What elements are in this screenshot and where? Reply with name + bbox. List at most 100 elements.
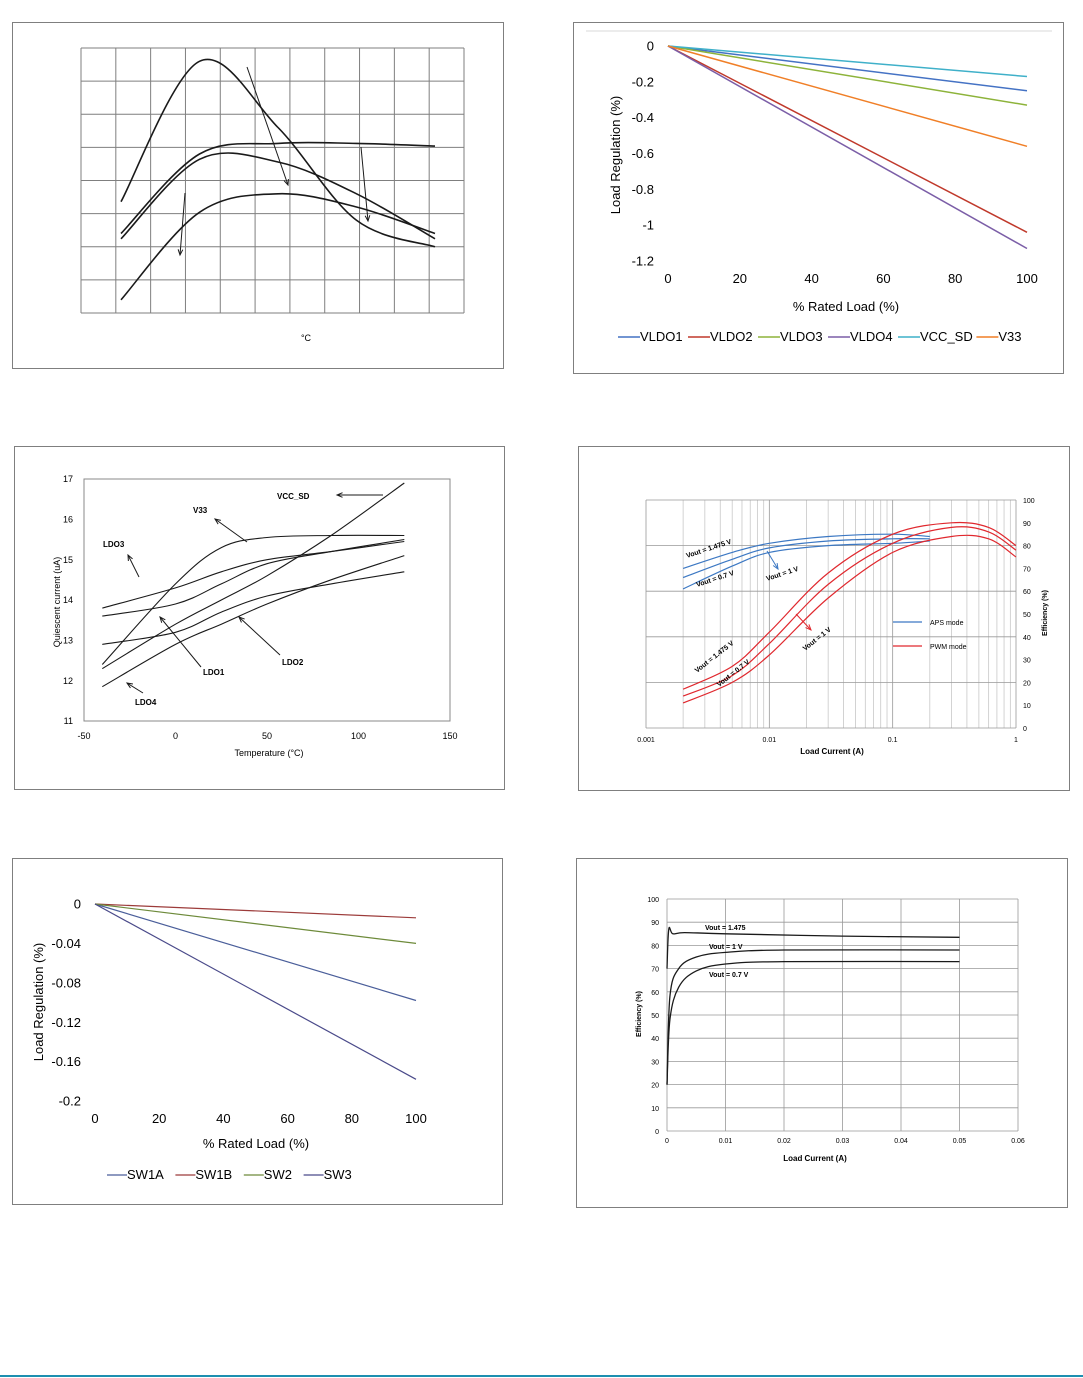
x-axis-label: % Rated Load (%) [203,1136,309,1151]
x-axis-label: % Rated Load (%) [793,299,899,314]
y-tick-label: 14 [63,595,73,605]
annotation-label: Vout = 1 V [765,566,799,583]
chart-panel-2: 0 -0.2 -0.4 -0.6 -0.8 -1 -1.2 0 20 40 60 80 100 % Ra… [573,22,1064,374]
series-group [682,521,1017,704]
series-line [682,521,1017,690]
series-line [667,45,1028,148]
x-tick-label: 0 [173,731,178,741]
chart-3-svg: 11 12 13 14 15 16 17 -50 0 50 100 150 VCC_SD V33 LDO3… [52,474,458,758]
annotation-label: Vout = 1.475 V [685,539,732,560]
series-line [101,534,405,665]
series-line [94,903,417,1002]
chart-panel-1: °C [12,22,504,369]
x-axis-label: Load Current (A) [800,747,864,756]
y-tick-label: 30 [651,1059,659,1066]
x-tick-label: 0.04 [894,1138,908,1145]
x-tick-label: 150 [442,731,457,741]
arrow-head [238,616,245,623]
x-tick-label: 100 [405,1111,427,1126]
legend: VLDO1 VLDO2 VLDO3 VLDO4 VCC_SD V33 [618,329,1022,344]
y-tick-label: 15 [63,555,73,565]
annotation-label: V33 [193,506,208,515]
y-tick-label: 0 [647,39,654,54]
y-axis-label: Efficiency (%) [1042,590,1049,636]
y-tick-label: 0 [1023,726,1027,733]
y-tick-label: -0.2 [632,74,654,89]
x-tick-label: 0.02 [777,1138,791,1145]
series-line [667,45,1028,78]
series-line [682,533,930,569]
x-tick-label: 80 [948,271,962,286]
y-axis-label: Load Regulation (%) [31,943,46,1062]
axes: 0 0.01 0.02 0.03 0.04 0.05 0.06 0 10 20 30 40 50 60 70… [647,897,1025,1145]
series-line [666,960,960,1085]
annotation-arrows [177,66,371,257]
arrow-line [214,518,248,543]
arrow-line [795,613,812,631]
arrow-head [772,562,779,571]
legend: SW1A SW1B SW2 SW3 [107,1167,352,1182]
arrow-head [283,178,289,187]
x-tick-label: 0 [91,1111,98,1126]
legend-label: VLDO4 [850,329,893,344]
legend-label: SW1B [195,1167,232,1182]
plot-border [83,478,451,722]
series-group [120,58,436,301]
x-tick-label: 80 [345,1111,359,1126]
series-line [102,571,405,645]
series-group [667,45,1028,250]
axes: 11 12 13 14 15 16 17 -50 0 50 100 150 [63,474,458,741]
series-line [120,152,436,240]
y-tick-label: 10 [651,1106,659,1113]
x-tick-label: 1 [1014,737,1018,744]
annotation-label: LDO2 [282,658,304,667]
x-axis-label: °C [301,333,312,343]
series-line [666,926,960,969]
annotation-label: VCC_SD [277,492,310,501]
annotations: Vout = 1.475 Vout = 1 V Vout = 0.7 V [705,925,749,979]
y-tick-label: 60 [1023,589,1031,596]
series-line [667,45,1028,92]
series-line [94,903,417,944]
y-tick-label: 80 [651,943,659,950]
annotations: VCC_SD V33 LDO3 LDO1 LDO2 LDO4 [103,492,383,707]
y-tick-label: 40 [1023,635,1031,642]
series-line [102,540,405,609]
chart-2-svg: 0 -0.2 -0.4 -0.6 -0.8 -1 -1.2 0 20 40 60 80 100 % Ra… [586,30,1052,344]
legend-label: VLDO2 [710,329,753,344]
series-line [682,534,1017,704]
y-tick-label: 12 [63,676,73,686]
series-line [667,45,1028,250]
y-tick-label: -1 [642,218,654,233]
y-tick-label: 20 [1023,680,1031,687]
series-line [94,903,417,919]
annotation-label: Vout = 1.475 V [694,640,736,675]
x-tick-label: 60 [280,1111,294,1126]
y-tick-label: -0.2 [59,1094,81,1109]
series-group [101,482,405,688]
legend-label: PWM mode [930,644,967,651]
y-tick-label: 20 [651,1083,659,1090]
chart-panel-6: 0 0.01 0.02 0.03 0.04 0.05 0.06 0 10 20 30 40 50 60 70… [576,858,1068,1208]
arrow-head [213,518,221,525]
x-tick-label: 0.001 [637,737,655,744]
x-tick-label: 0.03 [836,1138,850,1145]
y-tick-label: 100 [647,897,659,904]
legend-label: VLDO3 [780,329,823,344]
series-line [102,555,405,688]
y-tick-label: 90 [651,920,659,927]
y-tick-label: -0.16 [51,1054,81,1069]
y-tick-label: 16 [63,514,73,524]
y-axis-label: Quiescent current (uA) [52,557,62,648]
axes: 0 -0.2 -0.4 -0.6 -0.8 -1 -1.2 0 20 40 60 80 100 [632,39,1038,286]
x-tick-label: 0.1 [888,737,898,744]
series-group [666,926,960,1085]
x-tick-label: 60 [876,271,890,286]
x-axis-label: Temperature (°C) [234,748,303,758]
axes: 0 10 20 30 40 50 60 70 80 90 100 0.001 0.01 0.1 1 [637,498,1035,744]
y-tick-label: 13 [63,635,73,645]
annotation-label: LDO1 [203,668,225,677]
y-tick-label: 70 [651,967,659,974]
arrow-head [177,249,184,257]
x-tick-label: 100 [1016,271,1038,286]
